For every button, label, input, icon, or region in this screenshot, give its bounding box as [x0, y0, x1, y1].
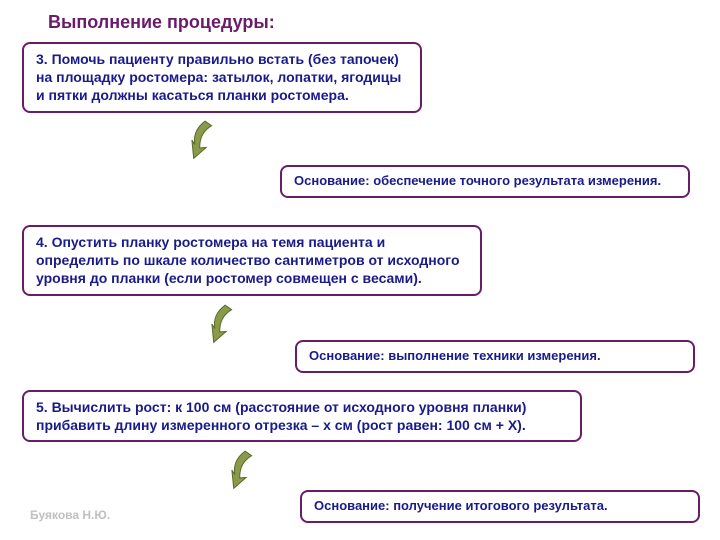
step-5-box: 5. Вычислить рост: к 100 см (расстояние …	[22, 390, 582, 442]
arrow-1	[171, 111, 249, 186]
basis-4-box: Основание: выполнение техники измерения.	[295, 340, 695, 373]
arrow-3	[211, 441, 289, 516]
author-label: Буякова Н.Ю.	[30, 508, 110, 522]
step-3-box: 3. Помочь пациенту правильно встать (без…	[22, 42, 422, 113]
basis-3-box: Основание: обеспечение точного результат…	[280, 165, 690, 198]
page-title: Выполнение процедуры:	[48, 12, 275, 33]
arrow-2	[191, 295, 269, 370]
step-4-box: 4. Опустить планку ростомера на темя пац…	[22, 225, 482, 296]
basis-5-box: Основание: получение итогового результат…	[300, 490, 700, 523]
